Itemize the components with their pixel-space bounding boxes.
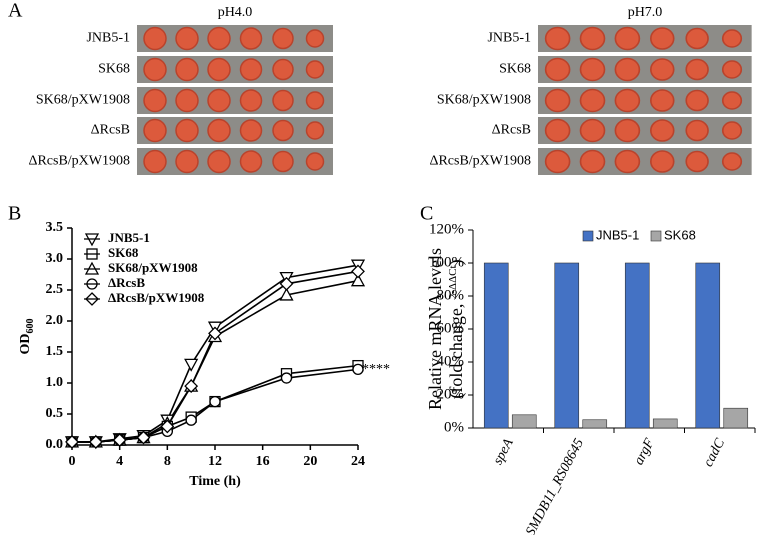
x-tick-label: 4 [116, 454, 123, 469]
legend-label: JNB5-1 [108, 230, 150, 245]
y-tick-label: 3.5 [46, 220, 64, 235]
bar [723, 407, 749, 429]
annotation: **** [362, 362, 390, 377]
legend-label: ΔRcsB/pXW1908 [108, 290, 205, 305]
y-tick-label: 100% [429, 254, 464, 270]
row-label: ΔRcsB [492, 123, 531, 138]
legend-label: ΔRcsB [108, 275, 145, 290]
y-tick-label: 0.5 [46, 406, 64, 421]
x-tick-label: 8 [164, 454, 171, 469]
x-tick-label: cadC [701, 436, 728, 470]
y-axis-label-part: ) [446, 259, 467, 265]
y-tick-label: 20% [437, 386, 465, 402]
y-tick-label: 0% [444, 419, 464, 435]
legend-label: SK68 [664, 227, 696, 242]
bar [582, 419, 608, 429]
row-label: ΔRcsB/pXW1908 [429, 154, 531, 169]
marker [65, 434, 79, 449]
y-axis-label: OD600 [18, 319, 36, 355]
marker [184, 358, 199, 372]
bar [695, 262, 721, 429]
y-axis-label-sup: 2-ΔΔCt [447, 265, 459, 299]
x-tick-label: 24 [351, 454, 365, 469]
y-tick-label: 40% [437, 353, 465, 369]
marker [88, 434, 103, 449]
y-axis-label: Relative mRNA levels [425, 248, 445, 410]
bar [652, 418, 678, 429]
legend-label: SK68 [108, 245, 139, 260]
legend-label: JNB5-1 [596, 227, 639, 242]
y-tick-label: 2.5 [46, 282, 64, 297]
panel-title: pH7.0 [628, 5, 663, 20]
marker [112, 433, 127, 447]
marker [351, 264, 365, 279]
row-label: JNB5-1 [86, 31, 130, 46]
marker [279, 276, 294, 291]
x-tick-label: SMDB11_RS08645 [523, 436, 587, 535]
row-label: SK68/pXW1908 [36, 93, 130, 108]
y-axis-label-main: OD [18, 334, 33, 355]
marker [350, 273, 366, 287]
legend-label: SK68/pXW1908 [108, 260, 198, 275]
plate-left [136, 24, 334, 176]
y-tick-label: 80% [437, 287, 465, 303]
panel-letter: B [8, 203, 21, 225]
y-tick-label: 1.0 [46, 375, 64, 390]
marker [184, 379, 199, 394]
row-label: ΔRcsB [91, 123, 130, 138]
marker [279, 287, 294, 301]
panel-title: pH4.0 [218, 5, 253, 20]
x-axis-label: Time (h) [189, 474, 241, 489]
marker [208, 326, 222, 341]
marker [352, 363, 364, 376]
x-tick-label: 20 [303, 454, 317, 469]
marker [209, 395, 221, 408]
legend-swatch [582, 230, 594, 242]
y-tick-label: 60% [437, 320, 465, 336]
y-axis-label-sub: 600 [25, 319, 36, 334]
y-axis-label-part: (fold change, [446, 299, 467, 398]
row-label: ΔRcsB/pXW1908 [28, 154, 130, 169]
bar [483, 262, 509, 429]
panel-letter: C [420, 203, 433, 225]
y-tick-label: 3.0 [46, 251, 64, 266]
marker [160, 419, 175, 434]
y-tick-label: 2.0 [46, 313, 64, 328]
marker [185, 414, 197, 426]
marker [136, 430, 151, 445]
marker [280, 372, 293, 384]
x-tick-label: 16 [256, 454, 270, 469]
legend-swatch [650, 230, 662, 242]
y-tick-label: 0.0 [46, 437, 64, 452]
plate-right [537, 24, 753, 176]
row-label: JNB5-1 [487, 31, 531, 46]
y-tick-label: 1.5 [46, 344, 64, 359]
y-tick-label: 120% [429, 221, 464, 237]
row-label: SK68 [98, 62, 130, 77]
panel-letter: A [8, 0, 23, 22]
row-label: SK68/pXW1908 [437, 93, 531, 108]
x-tick-label: speA [491, 436, 517, 467]
x-tick-label: argF [631, 436, 657, 468]
x-tick-label: 0 [69, 454, 76, 469]
row-label: SK68 [499, 62, 531, 77]
y-axis-label: (fold change, 2-ΔΔCt) [446, 259, 467, 398]
x-tick-label: 12 [208, 454, 222, 469]
bar [511, 414, 537, 429]
bar [624, 262, 650, 429]
bar [554, 262, 580, 429]
